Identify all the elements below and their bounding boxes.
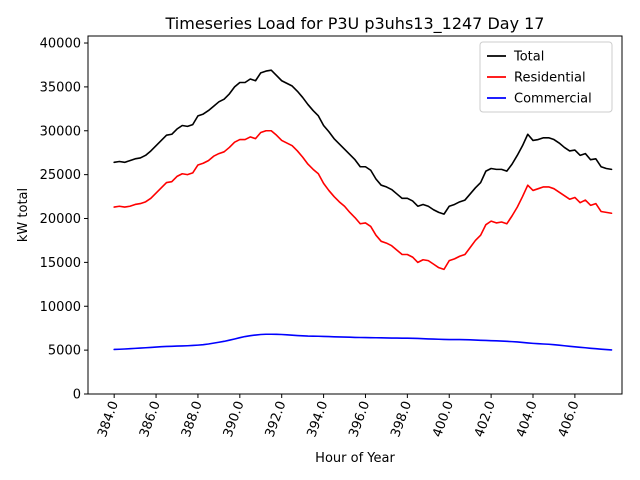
y-tick-label: 20000 [40, 212, 81, 227]
y-tick-label: 5000 [48, 344, 81, 359]
series-line-commercial [113, 333, 613, 351]
y-tick-label: 35000 [40, 80, 81, 95]
legend-box [479, 41, 613, 113]
legend-label-total: Total [513, 50, 544, 65]
series-line-total [113, 69, 613, 215]
y-tick-label: 30000 [40, 124, 81, 139]
x-axis-title: Hour of Year [315, 451, 395, 466]
legend-label-residential: Residential [514, 71, 586, 86]
series-line-residential [113, 129, 613, 271]
y-axis-ticks: 0 5000 10000 15000 20000 25000 30000 35000 40000 [40, 37, 88, 403]
y-axis-title: kW total [16, 188, 31, 242]
series-lines [113, 69, 613, 351]
legend-label-commercial: Commercial [514, 92, 592, 107]
y-tick-label: 25000 [40, 168, 81, 183]
plot-frame [87, 35, 623, 395]
y-tick-label: 15000 [40, 256, 81, 271]
chart-title: Timeseries Load for P3U p3uhs13_1247 Day… [165, 14, 545, 34]
legend: Total Residential Commercial [479, 41, 613, 113]
y-tick-label: 10000 [40, 300, 81, 315]
y-tick-label: 0 [73, 388, 81, 403]
y-tick-label: 40000 [40, 37, 81, 52]
